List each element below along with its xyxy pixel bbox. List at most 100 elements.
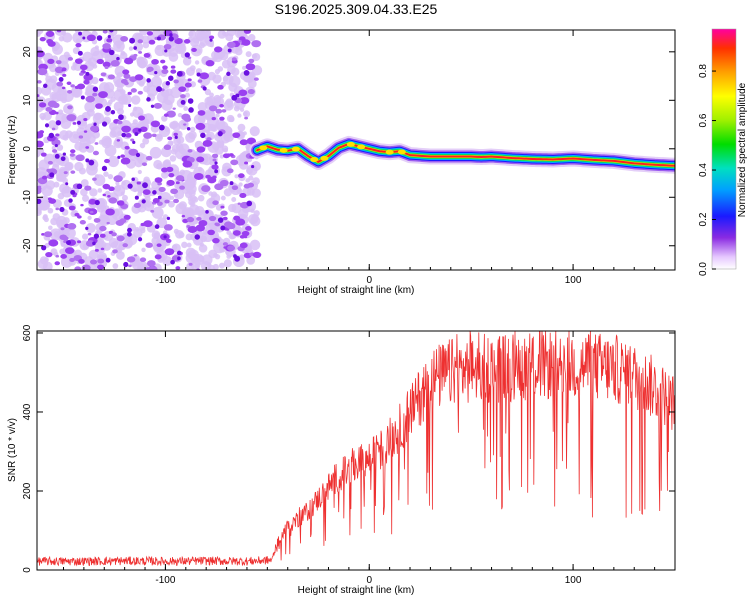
snr-xlabel: Height of straight line (km)	[298, 585, 415, 596]
noise-speckle-dark	[239, 242, 248, 249]
noise-speckle-light	[175, 230, 184, 239]
noise-speckle-peak	[101, 165, 108, 172]
snr-ytick-label: 400	[22, 403, 33, 420]
noise-speckle-dark	[67, 105, 73, 110]
noise-speckle-peak	[117, 155, 121, 159]
noise-speckle-dark	[74, 266, 82, 270]
noise-speckle-light	[162, 160, 171, 169]
noise-speckle-peak	[127, 183, 133, 189]
noise-speckle-dark	[55, 133, 60, 137]
noise-speckle-dark	[164, 248, 175, 256]
noise-speckle-light	[189, 126, 196, 133]
noise-speckle-light	[212, 57, 218, 63]
noise-speckle-light	[253, 210, 260, 217]
colorbar-tick-label: 0.6	[698, 113, 709, 127]
noise-speckle-light	[142, 137, 150, 145]
noise-speckle-light	[151, 206, 164, 219]
noise-speckle-dark	[83, 79, 90, 85]
noise-speckle-light	[208, 249, 217, 259]
noise-speckle-dark	[238, 39, 242, 43]
noise-speckle-dark	[122, 243, 128, 248]
noise-speckle-dark	[70, 149, 76, 154]
noise-speckle-light	[115, 181, 120, 186]
noise-speckle-dark	[212, 175, 217, 179]
noise-speckle-light	[198, 244, 208, 253]
noise-speckle-peak	[121, 132, 127, 138]
noise-speckle-dark	[161, 167, 168, 173]
noise-speckle-peak	[107, 34, 111, 39]
noise-speckle-peak	[49, 172, 55, 178]
noise-speckle-dark	[172, 107, 176, 110]
noise-speckle-dark	[117, 120, 123, 125]
noise-speckle-dark	[111, 232, 117, 237]
noise-speckle-dark	[98, 91, 108, 99]
snr-ytick-label: 0	[22, 567, 33, 573]
noise-speckle-dark	[170, 69, 177, 74]
noise-speckle-peak	[205, 210, 209, 214]
noise-speckle-light	[43, 257, 49, 263]
noise-speckle-light	[169, 141, 174, 146]
noise-speckle-light	[243, 111, 248, 116]
noise-speckle-dark	[69, 257, 75, 263]
noise-speckle-light	[161, 115, 168, 122]
noise-speckle-dark	[158, 186, 166, 193]
noise-speckle-light	[108, 237, 119, 248]
noise-speckle-peak	[85, 71, 90, 76]
noise-speckle-dark	[75, 42, 82, 48]
noise-speckle-peak	[137, 237, 143, 242]
noise-speckle-dark	[83, 73, 93, 81]
noise-speckle-light	[136, 56, 145, 65]
noise-speckle-dark	[139, 257, 147, 262]
noise-speckle-peak	[246, 200, 253, 207]
noise-speckle-dark	[120, 154, 126, 158]
noise-speckle-dark	[37, 80, 42, 84]
noise-speckle-dark	[237, 173, 245, 179]
noise-speckle-dark	[182, 160, 193, 168]
noise-speckle-dark	[180, 94, 186, 99]
noise-speckle-dark	[221, 109, 227, 113]
noise-speckle-peak	[194, 234, 200, 240]
noise-speckle-light	[236, 188, 243, 195]
noise-speckle-light	[116, 251, 125, 260]
noise-speckle-dark	[75, 154, 85, 162]
noise-speckle-light	[49, 75, 58, 84]
noise-speckle-dark	[62, 236, 69, 241]
noise-speckle-dark	[157, 182, 162, 186]
noise-speckle-peak	[62, 152, 66, 156]
noise-speckle-peak	[68, 198, 73, 203]
noise-speckle-dark	[106, 38, 113, 43]
noise-speckle-light	[143, 85, 150, 93]
noise-speckle-peak	[168, 36, 174, 42]
noise-speckle-dark	[52, 149, 58, 153]
noise-speckle-dark	[145, 155, 153, 161]
noise-speckle-peak	[66, 240, 72, 246]
noise-speckle-light	[153, 159, 163, 170]
noise-speckle-dark	[187, 149, 193, 153]
noise-speckle-dark	[134, 74, 144, 81]
noise-speckle-light	[107, 173, 114, 180]
noise-speckle-dark	[74, 85, 80, 89]
noise-speckle-light	[197, 194, 205, 202]
noise-speckle-dark	[97, 264, 105, 270]
noise-speckle-peak	[168, 75, 174, 81]
noise-speckle-dark	[80, 203, 84, 207]
noise-speckle-light	[176, 135, 185, 145]
noise-speckle-dark	[89, 210, 94, 214]
spectrogram-ytick-label: -20	[22, 238, 33, 253]
noise-speckle-dark	[143, 220, 153, 228]
noise-speckle-dark	[68, 205, 76, 211]
noise-speckle-dark	[215, 108, 223, 114]
noise-speckle-dark	[128, 148, 139, 156]
noise-speckle-light	[209, 43, 214, 48]
noise-speckle-light	[207, 262, 212, 267]
noise-speckle-peak	[184, 52, 190, 58]
noise-speckle-dark	[92, 177, 97, 181]
noise-speckle-dark	[133, 254, 138, 257]
noise-speckle-dark	[227, 245, 236, 252]
noise-speckle-dark	[223, 246, 227, 249]
noise-speckle-dark	[127, 91, 132, 95]
noise-speckle-light	[91, 77, 99, 85]
noise-speckle-dark	[123, 73, 131, 79]
noise-speckle-dark	[212, 237, 220, 244]
noise-speckle-dark	[163, 144, 172, 150]
